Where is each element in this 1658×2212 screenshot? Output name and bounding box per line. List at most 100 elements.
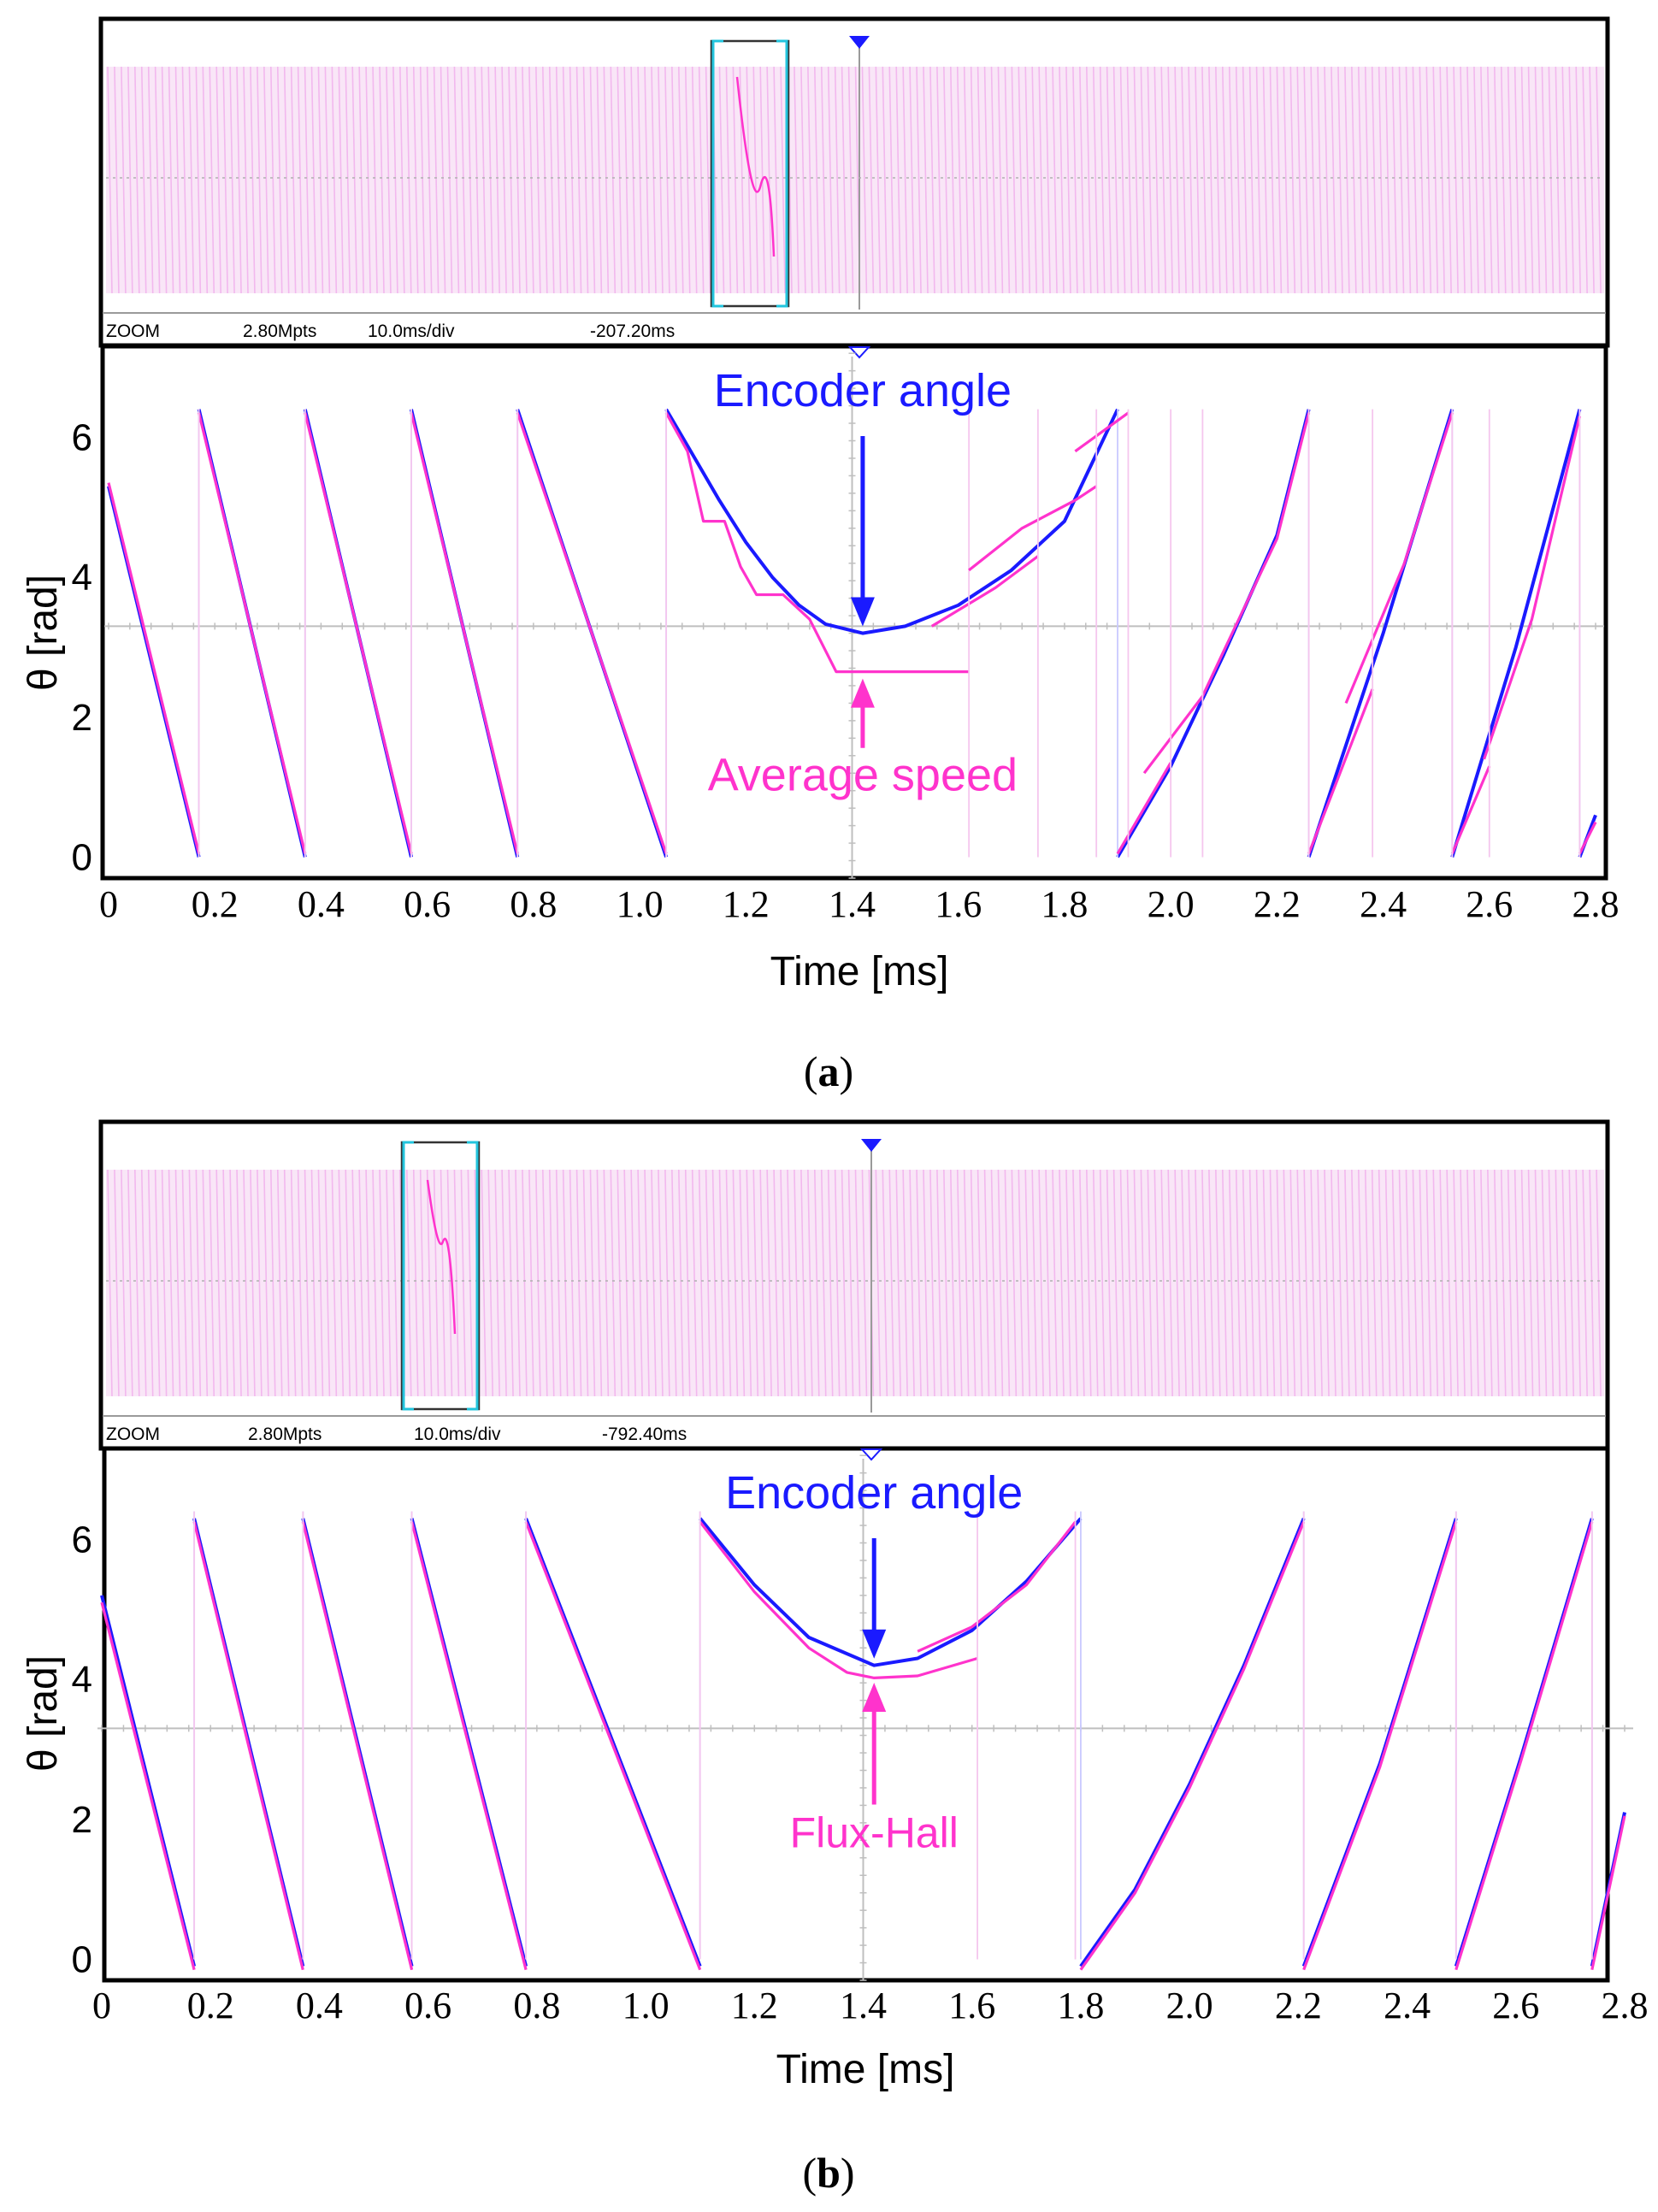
overview-trace-line: [236, 1169, 242, 1397]
overview-trace-line: [875, 1169, 882, 1397]
overview-trace-line: [372, 66, 378, 294]
overview-trace-line: [1513, 1169, 1520, 1397]
overview-trace-line: [644, 1169, 650, 1397]
overview-trace-line: [324, 66, 331, 294]
overview-trace-line: [433, 66, 440, 294]
overview-trace-line: [1466, 66, 1472, 294]
overview-trace-line: [1215, 66, 1221, 294]
overview-trace-line: [847, 1169, 854, 1397]
overview-trace-line: [671, 1169, 677, 1397]
overview-trace-line: [174, 66, 181, 294]
overview-trace-line: [1262, 66, 1269, 294]
overview-trace-line: [1059, 1169, 1065, 1397]
x-tick-label: 2.4: [1360, 883, 1407, 925]
overview-trace-line: [1555, 66, 1561, 294]
overview-trace-line: [406, 1169, 412, 1397]
overview-trace-line: [1119, 66, 1126, 294]
overview-trace-line: [603, 1169, 610, 1397]
series-estimate-segment: [1590, 1815, 1626, 1971]
overview-trace-line: [691, 66, 698, 294]
overview-trace-line: [725, 1169, 732, 1397]
overview-trace-line: [651, 1169, 657, 1397]
overview-trace-line: [943, 1169, 949, 1397]
overview-trace-line: [1541, 66, 1548, 294]
overview-trace-line: [481, 1169, 487, 1397]
overview-trace-line: [1487, 66, 1493, 294]
overview-trace-line: [794, 1169, 799, 1397]
overview-trace-line: [1242, 66, 1248, 294]
overview-trace-line: [270, 66, 276, 294]
overview-trace-line: [950, 66, 956, 294]
overview-trace-line: [134, 66, 140, 294]
offset-label: -207.20ms: [590, 321, 675, 341]
series-estimate-segment: [917, 1520, 1077, 1653]
series-estimate-segment: [1307, 688, 1374, 854]
overview-trace-line: [317, 66, 324, 294]
encoder-angle-annotation: Encoder angle: [725, 1467, 1023, 1519]
overview-trace-line: [1358, 1169, 1364, 1397]
series-estimate-segment: [198, 412, 307, 854]
overview-trace-line: [1276, 1169, 1283, 1397]
overview-trace-line: [582, 1169, 589, 1397]
overview-trace-line: [1147, 1169, 1154, 1397]
overview-trace-line: [1480, 66, 1486, 294]
overview-trace-line: [147, 1169, 154, 1397]
overview-trace-line: [1331, 1169, 1336, 1397]
y-tick-label: 4: [72, 1659, 92, 1701]
overview-trace-line: [351, 66, 357, 294]
overview-trace-line: [1296, 66, 1303, 294]
x-tick-label: 1.6: [935, 883, 982, 925]
overview-trace-line: [542, 66, 548, 294]
overview-trace-line: [168, 1169, 174, 1397]
overview-trace-line: [1589, 1169, 1595, 1397]
overview-trace-line: [1195, 1169, 1201, 1397]
overview-trace-line: [528, 66, 534, 294]
overview-trace-line: [365, 66, 371, 294]
overview-trace-line: [161, 1169, 168, 1397]
overview-trace-line: [1520, 1169, 1527, 1397]
overview-trace-line: [515, 1169, 521, 1397]
overview-trace-line: [1398, 1169, 1405, 1397]
overview-trace-line: [121, 1169, 127, 1397]
overview-trace-line: [800, 1169, 806, 1397]
series-estimate-segment: [192, 1521, 304, 1971]
overview-trace-line: [895, 66, 901, 294]
overview-trace-line: [1364, 1169, 1371, 1397]
overview-trace-line: [895, 1169, 901, 1397]
overview-trace-line: [481, 66, 487, 294]
series-estimate-segment: [1079, 1521, 1306, 1971]
overview-trace-line: [1500, 66, 1507, 294]
overview-trace-line: [1371, 1169, 1378, 1397]
x-tick-label: 1.8: [1057, 1985, 1104, 2026]
overview-trace-line: [1167, 1169, 1173, 1397]
overview-trace-line: [1154, 1169, 1160, 1397]
overview-trace-line: [603, 66, 610, 294]
overview-trace-line: [684, 1169, 691, 1397]
encoder-angle-annotation: Encoder angle: [714, 365, 1012, 416]
overview-trace-line: [562, 1169, 569, 1397]
x-tick-label: 0.8: [513, 1985, 560, 2026]
overview-trace-line: [1589, 66, 1595, 294]
overview-trace-line: [140, 66, 147, 294]
overview-trace-line: [134, 1169, 140, 1397]
overview-trace-line: [1188, 1169, 1194, 1397]
overview-trace-line: [386, 66, 392, 294]
zoom-mode-label: ZOOM: [106, 321, 160, 341]
trigger-marker-icon: [849, 36, 870, 49]
overview-trace-line: [1460, 1169, 1466, 1397]
overview-trace-line: [664, 66, 670, 294]
points-label: 2.80Mpts: [248, 1425, 322, 1444]
overview-trace-line: [1024, 66, 1031, 294]
x-tick-label: 1.0: [622, 1985, 670, 2026]
x-axis-title-b: Time [ms]: [776, 2047, 955, 2092]
estimate-annotation: Average speed: [708, 750, 1018, 801]
series-estimate-segment: [107, 482, 201, 854]
overview-trace-line: [1215, 1169, 1221, 1397]
overview-trace-line: [453, 1169, 460, 1397]
overview-trace-line: [1072, 1169, 1078, 1397]
overview-trace-line: [1092, 66, 1099, 294]
overview-trace-line: [1154, 66, 1160, 294]
x-tick-labels-a: 0 0.2 0.4 0.6 0.8 1.0 1.2 1.4 1.6 1.8 2.0 2.2 2.4 2.6…: [99, 883, 1620, 925]
overview-trace-line: [1561, 66, 1568, 294]
series-estimate-segment: [301, 1521, 414, 1971]
